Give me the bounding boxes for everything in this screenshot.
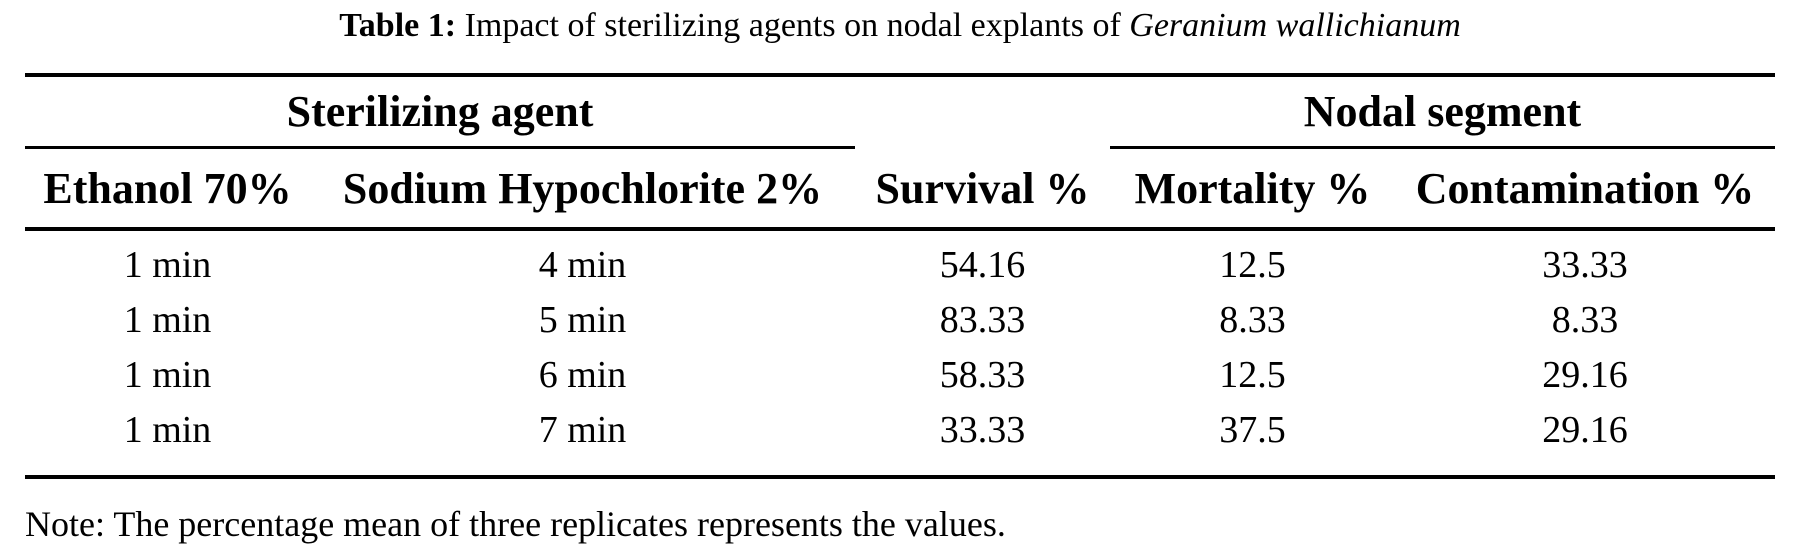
table-caption-label: Table 1: bbox=[339, 7, 457, 44]
cell-sodium-hypochlorite: 7 min bbox=[538, 408, 627, 451]
cell-survival: 58.33 bbox=[939, 353, 1026, 396]
cell-ethanol: 1 min bbox=[123, 298, 212, 341]
table-body: 1 min 4 min 54.16 12.5 33.33 1 min 5 min… bbox=[25, 231, 1775, 457]
table-top-rule bbox=[25, 73, 1775, 77]
table-caption-species: Geranium wallichianum bbox=[1129, 7, 1461, 44]
nodal-segment-underline bbox=[1110, 146, 1775, 149]
cell-sodium-hypochlorite: 4 min bbox=[538, 243, 627, 286]
cell-ethanol: 1 min bbox=[123, 408, 212, 451]
cell-mortality: 37.5 bbox=[1219, 408, 1286, 451]
column-header-contamination: Contamination % bbox=[1415, 163, 1755, 213]
table-row: 1 min 7 min 33.33 37.5 29.16 bbox=[25, 402, 1775, 457]
sterilizing-agent-underline bbox=[25, 146, 855, 149]
cell-mortality: 12.5 bbox=[1219, 353, 1286, 396]
underline-gap bbox=[855, 146, 1110, 149]
table-caption: Table 1: Impact of sterilizing agents on… bbox=[0, 4, 1800, 48]
column-header-row: Ethanol 70% Sodium Hypochlorite 2% Survi… bbox=[25, 149, 1775, 227]
cell-contamination: 33.33 bbox=[1542, 243, 1628, 286]
group-header-row: Sterilizing agent Nodal segment bbox=[25, 77, 1775, 146]
cell-sodium-hypochlorite: 5 min bbox=[538, 298, 627, 341]
column-header-ethanol: Ethanol 70% bbox=[43, 163, 292, 213]
table-row: 1 min 4 min 54.16 12.5 33.33 bbox=[25, 237, 1775, 292]
table-row: 1 min 6 min 58.33 12.5 29.16 bbox=[25, 347, 1775, 402]
table-footnote: Note: The percentage mean of three repli… bbox=[25, 504, 1006, 544]
cell-survival: 83.33 bbox=[939, 298, 1026, 341]
cell-survival: 33.33 bbox=[939, 408, 1026, 451]
data-table: Sterilizing agent Nodal segment Ethanol … bbox=[25, 73, 1775, 479]
column-header-sodium-hypochlorite: Sodium Hypochlorite 2% bbox=[342, 163, 823, 213]
table-mid-rule bbox=[25, 227, 1775, 231]
cell-contamination: 8.33 bbox=[1551, 298, 1619, 341]
column-header-survival: Survival % bbox=[875, 163, 1090, 213]
table-bottom-rule bbox=[25, 475, 1775, 479]
group-header-nodal-segment: Nodal segment bbox=[1303, 87, 1582, 136]
cell-mortality: 12.5 bbox=[1219, 243, 1286, 286]
group-underline-row bbox=[25, 146, 1775, 149]
table-caption-text: Impact of sterilizing agents on nodal ex… bbox=[464, 7, 1121, 44]
cell-survival: 54.16 bbox=[939, 243, 1026, 286]
cell-contamination: 29.16 bbox=[1542, 353, 1628, 396]
table-row: 1 min 5 min 83.33 8.33 8.33 bbox=[25, 292, 1775, 347]
cell-ethanol: 1 min bbox=[123, 353, 212, 396]
cell-sodium-hypochlorite: 6 min bbox=[538, 353, 627, 396]
column-header-mortality: Mortality % bbox=[1134, 163, 1371, 213]
cell-mortality: 8.33 bbox=[1219, 298, 1286, 341]
cell-contamination: 29.16 bbox=[1542, 408, 1628, 451]
group-header-sterilizing-agent: Sterilizing agent bbox=[286, 87, 594, 136]
cell-ethanol: 1 min bbox=[123, 243, 212, 286]
